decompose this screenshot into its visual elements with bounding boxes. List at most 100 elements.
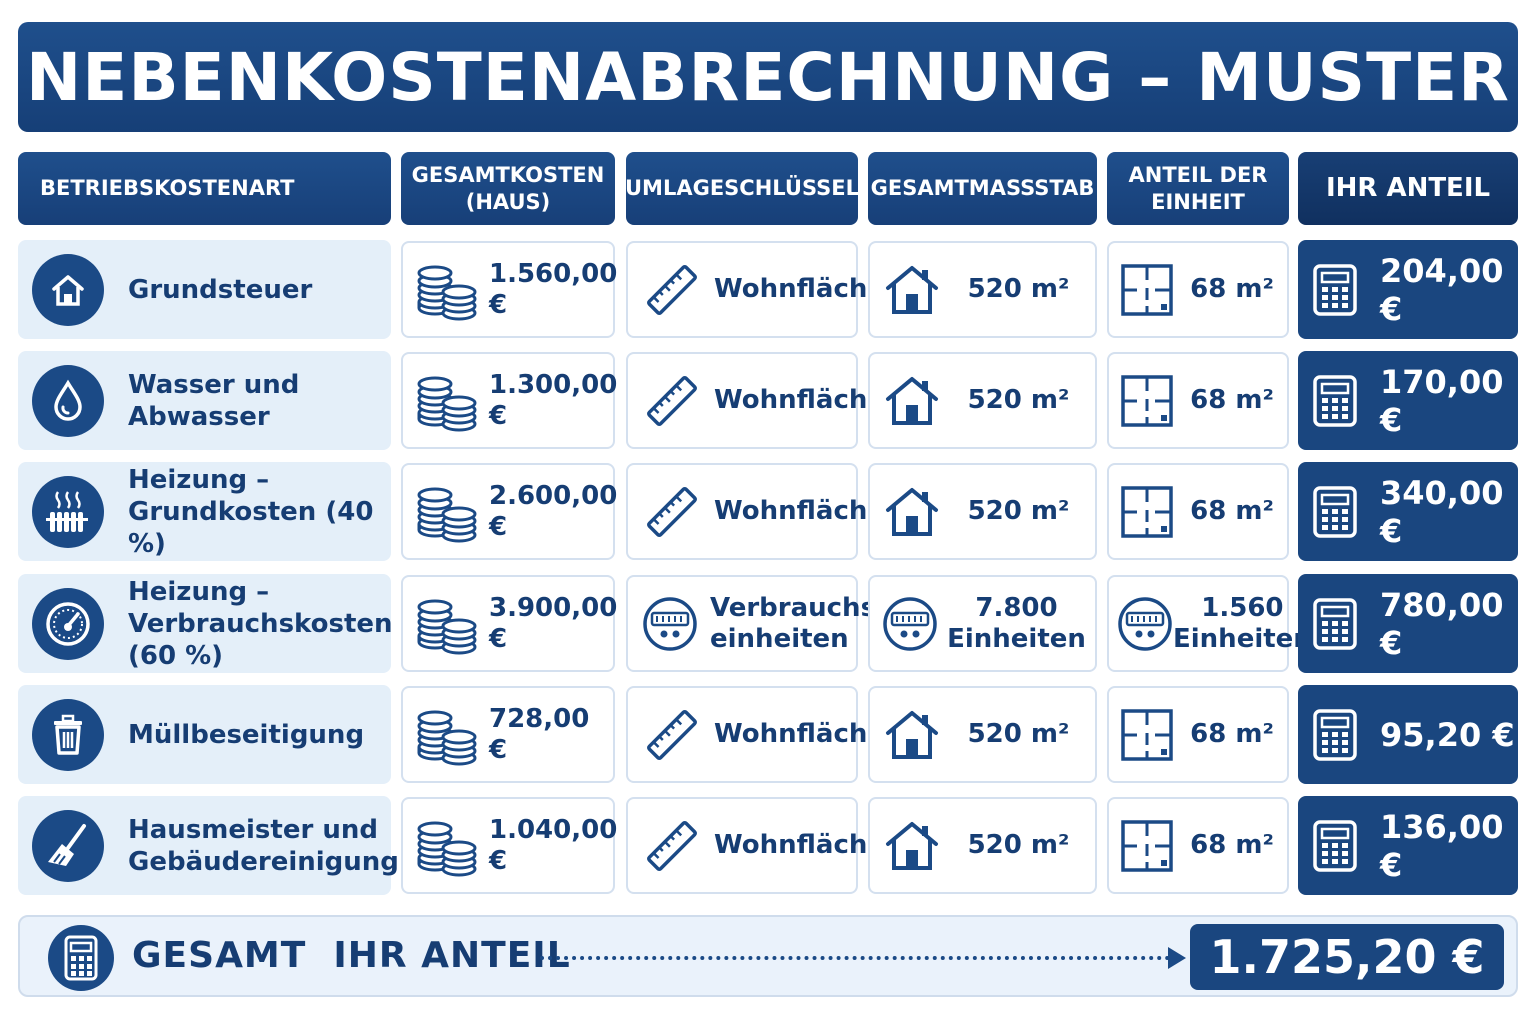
share-value: 340,00 € <box>1380 473 1504 550</box>
share-value: 204,00 € <box>1380 251 1504 328</box>
scale-value: 520 m² <box>942 274 1095 305</box>
key-label-line1: Wohnfläche <box>714 830 886 860</box>
broom-icon <box>32 809 104 882</box>
row-unit-share: 68 m² <box>1107 797 1289 894</box>
coins-icon <box>415 258 479 322</box>
calculator-icon <box>1312 819 1358 873</box>
floorplan-icon <box>1117 705 1177 765</box>
unit-value-line2: Einheiten <box>1173 623 1312 654</box>
floorplan-icon <box>1117 816 1177 876</box>
house-outline-icon <box>882 705 942 765</box>
cost-value: 728,00 € <box>489 703 590 765</box>
unit-value-line1: 68 m² <box>1190 274 1274 304</box>
header-key: UMLAGESCHLÜSSEL <box>625 152 859 225</box>
unit-value: 68 m² <box>1177 719 1287 750</box>
scale-value: 7.800 Einheiten <box>938 593 1095 655</box>
scale-value-line1: 520 m² <box>967 719 1070 749</box>
trash-icon <box>32 698 104 771</box>
header-scale: GESAMTMASSSTAB <box>868 152 1097 225</box>
category-label-line2: Grundkosten (40 %) <box>128 496 374 559</box>
row-total-cost: 1.560,00 € <box>401 241 618 338</box>
key-label-line1: Wohnfläche <box>714 274 886 304</box>
header-unit-share: ANTEIL DER EINHEIT <box>1107 152 1289 225</box>
key-label: Wohnfläche <box>714 385 885 416</box>
row-key: Wohnfläche <box>626 797 885 894</box>
row-total-cost: 3.900,00 € <box>401 575 618 672</box>
header-key-label: UMLAGESCHLÜSSEL <box>625 176 859 201</box>
water-drop-icon <box>32 364 104 437</box>
floorplan-icon <box>1117 260 1177 320</box>
key-label: Wohnfläche <box>714 496 885 527</box>
header-your-share-label: IHR ANTEIL <box>1325 173 1491 204</box>
key-label: Wohnfläche <box>714 274 885 305</box>
cost-value: 3.900,00 € <box>489 592 618 654</box>
row-your-share: 204,00 € <box>1298 240 1518 339</box>
unit-value: 68 m² <box>1177 830 1287 861</box>
key-label-line1: Wohnfläche <box>714 719 886 749</box>
share-value: 95,20 € <box>1380 715 1515 754</box>
header-total-cost-line1: GESAMTKOSTEN <box>411 163 605 188</box>
row-your-share: 136,00 € <box>1298 796 1518 895</box>
calculator-icon <box>1312 485 1358 539</box>
ruler-icon <box>642 482 702 542</box>
house-outline-icon <box>882 260 942 320</box>
header-total-cost: GESAMTKOSTEN (HAUS) <box>401 152 615 225</box>
row-scale: 520 m² <box>868 463 1097 560</box>
scale-value-line1: 520 m² <box>967 830 1070 860</box>
row-scale: 520 m² <box>868 686 1097 783</box>
row-total-cost: 1.300,00 € <box>401 352 617 449</box>
page-title: NEBENKOSTENABRECHNUNG – MUSTER <box>26 38 1510 116</box>
floorplan-icon <box>1117 482 1177 542</box>
header-unit-share-line1: ANTEIL DER <box>1128 163 1268 188</box>
unit-value-line1: 68 m² <box>1190 496 1274 526</box>
category-label-line1: Wasser und <box>128 369 300 400</box>
row-category: Heizung – Verbrauchskosten (60 %) <box>18 574 393 673</box>
house-outline-icon <box>882 482 942 542</box>
ruler-icon <box>642 816 702 876</box>
row-category: Müllbeseitigung <box>18 685 391 784</box>
key-label-line2: einheiten <box>710 623 849 654</box>
calculator-icon <box>1312 597 1358 651</box>
row-scale: 520 m² <box>868 797 1097 894</box>
unit-value-line1: 68 m² <box>1190 830 1274 860</box>
category-label: Grundsteuer <box>128 274 312 306</box>
house-icon <box>32 253 104 326</box>
row-category: Wasser und Abwasser <box>18 351 391 450</box>
row-key: Verbrauchs-einheiten <box>626 575 887 672</box>
category-label: Heizung – Verbrauchskosten (60 %) <box>128 576 393 672</box>
category-label-line2: Abwasser <box>128 401 270 432</box>
calculator-icon <box>1312 708 1358 762</box>
row-unit-share: 68 m² <box>1107 352 1289 449</box>
row-total-cost: 1.040,00 € <box>401 797 617 894</box>
ruler-icon <box>642 260 702 320</box>
row-unit-share: 1.560 Einheiten <box>1107 575 1312 672</box>
row-scale: 520 m² <box>868 241 1097 338</box>
cost-value: 1.560,00 € <box>489 258 618 320</box>
share-value: 780,00 € <box>1380 585 1504 662</box>
calculator-icon <box>1312 374 1358 428</box>
unit-value-line1: 68 m² <box>1190 719 1274 749</box>
ruler-icon <box>642 371 702 431</box>
row-scale: 7.800 Einheiten <box>868 575 1097 672</box>
scale-value: 520 m² <box>942 385 1095 416</box>
category-label: Hausmeister und Gebäudereinigung <box>128 814 399 878</box>
calculator-icon <box>1312 263 1358 317</box>
key-label-line1: Wohnfläche <box>714 385 886 415</box>
row-total-cost: 728,00 € <box>401 686 615 783</box>
scale-value-line1: 7.800 <box>975 592 1058 623</box>
category-label-line2: Gebäudereinigung <box>128 846 399 877</box>
radiator-icon <box>32 475 104 548</box>
row-key: Wohnfläche <box>626 686 885 783</box>
category-label-line1: Müllbeseitigung <box>128 719 365 750</box>
coins-icon <box>415 592 479 656</box>
floorplan-icon <box>1117 371 1177 431</box>
key-label: Wohnfläche <box>714 830 885 861</box>
category-label: Wasser und Abwasser <box>128 369 299 433</box>
calculator-icon <box>48 925 114 991</box>
header-total-cost-line2: (HAUS) <box>465 189 551 214</box>
scale-value-line1: 520 m² <box>967 385 1070 415</box>
header-unit-share-line2: EINHEIT <box>1151 189 1245 214</box>
meter-icon <box>1117 596 1173 652</box>
header-category: BETRIEBSKOSTENART <box>18 152 391 225</box>
total-row: GESAMT IHR ANTEIL 1.725,20 € <box>18 915 1518 997</box>
